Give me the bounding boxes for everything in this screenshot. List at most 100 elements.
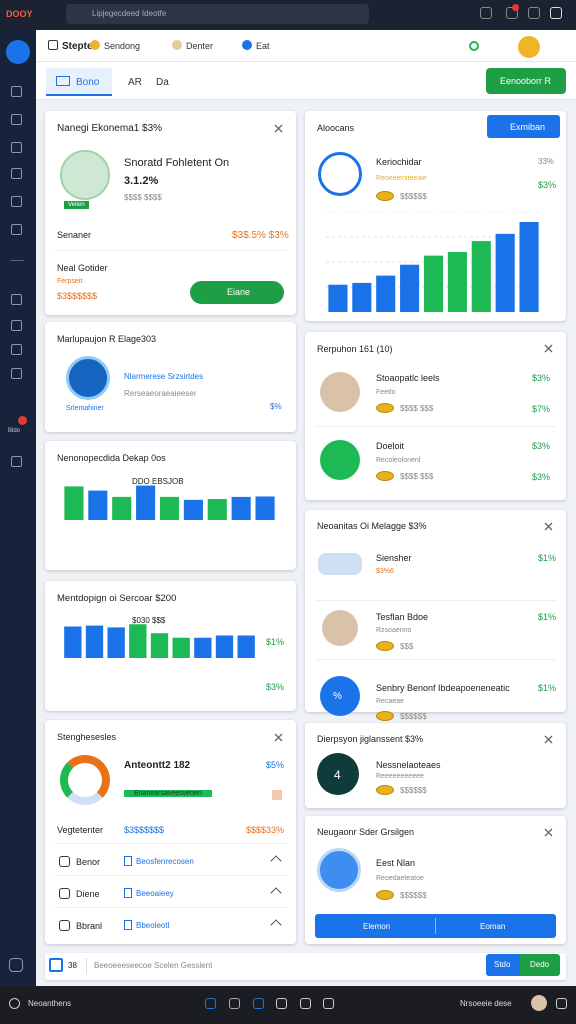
card-title: Marlupaujon R Elage303 <box>57 334 157 344</box>
avatar <box>317 753 359 795</box>
bar-chart <box>64 485 275 520</box>
profile-name: Snoratd Fohletent On <box>124 157 230 169</box>
sidebar-icon[interactable] <box>11 86 22 97</box>
pct: $% <box>270 402 282 411</box>
footer-button-label[interactable]: Dedo <box>530 960 550 969</box>
footer-button-label[interactable]: Stdo <box>494 960 511 969</box>
close-icon[interactable] <box>274 124 283 133</box>
button-label[interactable]: Eoman <box>480 922 506 931</box>
action-button[interactable] <box>486 68 566 94</box>
sidebar-home[interactable] <box>6 40 30 64</box>
small-box <box>272 790 282 800</box>
blue-button-label[interactable]: Exmiban <box>510 122 546 132</box>
green-button[interactable] <box>190 281 284 304</box>
sidebar-icon[interactable] <box>11 142 22 153</box>
bar <box>400 264 420 312</box>
chart-label: DDO EBSJOB <box>132 477 184 486</box>
taskbar-icon[interactable] <box>300 998 311 1009</box>
taskbar-icon[interactable] <box>229 998 240 1009</box>
avatar-top[interactable] <box>518 36 540 58</box>
card-title: Stenghesesles <box>57 732 117 742</box>
bar-chart <box>326 212 541 312</box>
close-icon[interactable] <box>544 344 553 353</box>
close-icon[interactable] <box>544 522 553 531</box>
row-value: $3$$$$$$ <box>57 291 98 301</box>
status-dot <box>469 41 479 51</box>
profile-sub: $$$$ $$$$ <box>124 193 162 202</box>
pct: $3% <box>538 180 557 190</box>
top-icon[interactable] <box>480 7 492 19</box>
sidebar-bottom[interactable] <box>9 958 23 972</box>
close-icon[interactable] <box>274 733 283 742</box>
item-name: Keriochidar <box>376 157 422 167</box>
footer-button[interactable] <box>486 954 520 976</box>
pct: $7% <box>532 404 551 414</box>
divider <box>55 843 286 844</box>
footer-bar <box>45 953 566 980</box>
taskbar-icon[interactable] <box>253 998 264 1009</box>
taskbar-icon[interactable] <box>556 998 567 1009</box>
pct: 33% <box>538 157 555 166</box>
sidebar-icon[interactable] <box>11 224 22 235</box>
tab-active[interactable] <box>46 68 112 96</box>
footer-input[interactable]: Beeoeeeseecoe Scelen Gesslent <box>94 961 213 970</box>
amount: $$$$$$ <box>400 712 427 721</box>
header-link[interactable]: Sendong <box>104 41 141 51</box>
sidebar-icon[interactable] <box>11 196 22 207</box>
list-icon <box>59 920 70 931</box>
green-button-label[interactable]: Eiane <box>227 287 251 297</box>
amount: $$$$ $$$ <box>400 404 434 413</box>
row-label: Neal Gotider <box>57 263 108 273</box>
tab-icon <box>56 76 70 86</box>
avatar-text: 4 <box>334 768 341 782</box>
card-title: Neugaonr Sder Grsilgen <box>317 827 415 837</box>
taskbar-icon[interactable] <box>323 998 334 1009</box>
close-icon[interactable] <box>544 735 553 744</box>
search-box[interactable] <box>66 4 369 24</box>
button-divider <box>435 918 436 934</box>
blue-button[interactable] <box>487 115 560 138</box>
action-button-label[interactable]: Eenooborr R <box>500 76 552 86</box>
tab[interactable]: Da <box>156 77 169 88</box>
button-label[interactable]: Elemon <box>363 922 391 931</box>
row-name: Eest Nlan <box>376 858 416 868</box>
bar <box>495 233 515 312</box>
clock <box>318 152 362 196</box>
sidebar-icon[interactable] <box>11 114 22 125</box>
pct: $5% <box>266 760 285 770</box>
avatar-taskbar <box>531 995 547 1011</box>
taskbar-icon[interactable] <box>276 998 287 1009</box>
power-icon[interactable] <box>9 998 20 1009</box>
list-value: Beosfenrecosen <box>136 857 194 866</box>
close-icon[interactable] <box>544 828 553 837</box>
link-icon <box>90 40 100 50</box>
sidebar-icon[interactable] <box>11 168 22 179</box>
amount: $$$$$$ <box>400 192 427 201</box>
bar-chart <box>64 624 255 658</box>
tab[interactable]: Bono <box>76 77 100 88</box>
tab[interactable]: AR <box>128 77 142 88</box>
footer-button[interactable] <box>520 954 560 976</box>
bar <box>352 282 372 312</box>
header-link[interactable]: Denter <box>186 41 214 51</box>
sidebar-icon[interactable] <box>11 368 22 379</box>
notif-badge <box>512 4 519 11</box>
donut <box>60 755 110 805</box>
sidebar-icon[interactable] <box>11 456 22 467</box>
top-icon[interactable] <box>550 7 562 19</box>
row-name: Doeloit <box>376 441 405 451</box>
amount: $$$ <box>400 642 414 651</box>
sidebar-icon[interactable] <box>11 344 22 355</box>
sidebar-icon[interactable] <box>11 294 22 305</box>
header-link[interactable]: Eat <box>256 41 270 51</box>
top-icon[interactable] <box>528 7 540 19</box>
sidebar-icon[interactable] <box>11 320 22 331</box>
chart-label: $030 $$$ <box>132 616 166 625</box>
item-sub: Reoeeieniteeaie <box>376 175 427 182</box>
list-label: Benor <box>76 857 101 867</box>
list-value: Beeoaieey <box>136 889 174 898</box>
pct: $1% <box>266 637 285 647</box>
taskbar-icon[interactable] <box>205 998 216 1009</box>
footer-divider <box>86 958 87 974</box>
